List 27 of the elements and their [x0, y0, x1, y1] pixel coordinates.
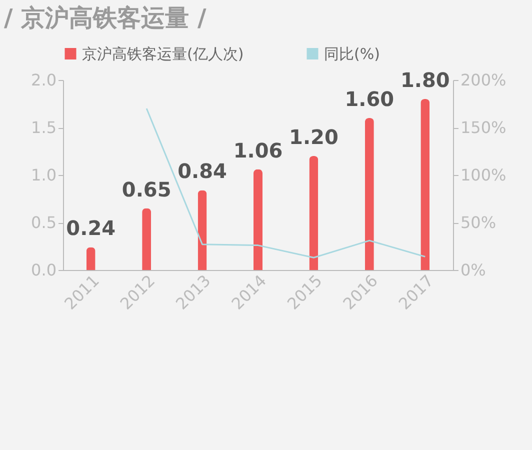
text: 0.65 — [122, 177, 172, 202]
y2-tick-label: 50% — [460, 213, 496, 232]
y-tick-label: 2.0 — [31, 70, 56, 90]
y-tick-label: 1.0 — [31, 166, 56, 184]
y-tick-label: 1.5 — [31, 118, 56, 137]
bar — [254, 169, 262, 270]
bar — [309, 156, 318, 270]
bar — [142, 208, 152, 270]
y-tick-label: 0.0 — [31, 260, 56, 280]
text: 1.60 — [344, 87, 394, 111]
bar — [198, 190, 207, 270]
bar — [420, 99, 430, 270]
legend-label: 同比(%) — [324, 44, 380, 63]
text: 0.24 — [66, 216, 116, 240]
text: 1.20 — [289, 125, 338, 149]
bar — [364, 118, 374, 270]
y2-tick-label: 200% — [460, 70, 506, 90]
bar — [86, 247, 96, 270]
y-tick-label: 0.5 — [31, 213, 56, 232]
y2-tick-label: 150% — [460, 118, 506, 137]
y2-tick-label: 0% — [460, 260, 486, 280]
text: 0.84 — [178, 159, 227, 184]
y2-tick-label: 100% — [460, 166, 506, 184]
text: 1.80 — [400, 68, 450, 92]
text: 1.06 — [233, 138, 283, 162]
chart-title: / 京沪高铁客运量 / — [3, 3, 208, 34]
legend-label: 京沪高铁客运量(亿人次) — [82, 44, 244, 63]
